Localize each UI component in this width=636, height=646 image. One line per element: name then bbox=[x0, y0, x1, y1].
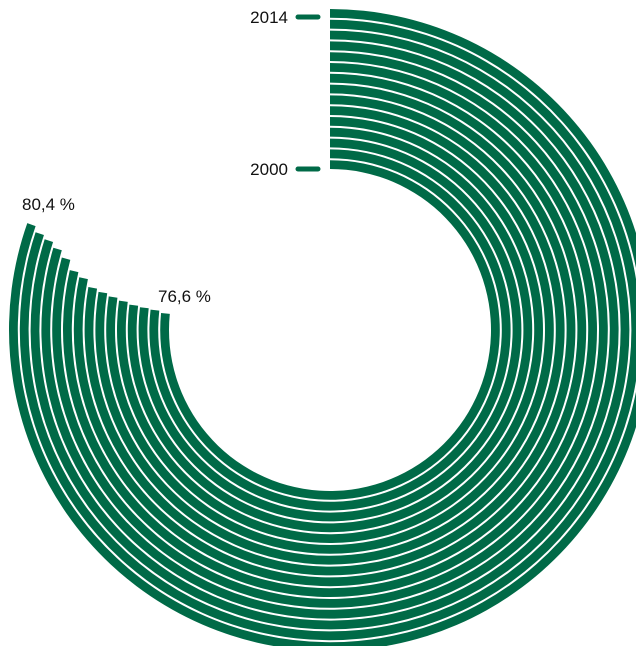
arc-bar-2004 bbox=[116, 117, 543, 543]
arc-bar-2001 bbox=[149, 149, 511, 511]
arc-bar-2000 bbox=[160, 160, 500, 500]
arc-bar-2002 bbox=[138, 138, 522, 522]
arc-bar-2003 bbox=[127, 127, 533, 533]
value-label-2014: 80,4 % bbox=[22, 195, 75, 214]
arc-bar-2007 bbox=[84, 84, 576, 576]
arc-bar-2005 bbox=[106, 106, 554, 554]
year-label-2014: 2014 bbox=[250, 8, 288, 27]
value-label-2000: 76,6 % bbox=[158, 287, 211, 306]
year-label-2000: 2000 bbox=[250, 160, 288, 179]
arcs-group bbox=[9, 9, 636, 646]
